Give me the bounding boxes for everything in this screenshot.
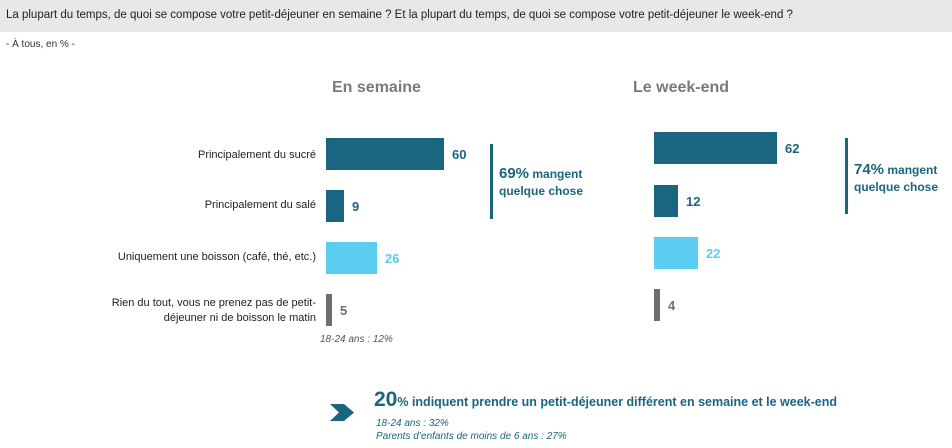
- weekend-eat-annotation: 74% mangent quelque chose: [854, 161, 938, 196]
- footer-note-parents: Parents d’enfants de moins de 6 ans : 27…: [376, 431, 567, 442]
- category-label-sweet: Principalement du sucré: [197, 149, 316, 161]
- footer-note-age: 18-24 ans : 32%: [376, 418, 449, 429]
- weekday-eat-annotation: 69% mangent quelque chose: [499, 165, 583, 200]
- footer-text: % indiquent prendre un petit-déjeuner di…: [397, 395, 838, 409]
- weekend-value-savory: 12: [686, 194, 701, 209]
- weekend-value-nothing: 4: [668, 298, 676, 313]
- category-label-savory: Principalement du salé: [204, 199, 316, 211]
- weekend-title: Le week-end: [633, 79, 730, 96]
- footer-statement: 20% indiquent prendre un petit-déjeuner …: [374, 388, 837, 412]
- weekday-bar-savory: [326, 190, 344, 222]
- weekday-eat-line1: mangent: [529, 167, 583, 181]
- category-label-drink-only: Uniquement une boisson (café, thé, etc.): [117, 251, 316, 263]
- weekend-eat-percent: 74%: [854, 161, 885, 178]
- weekday-eat-brace: [490, 144, 493, 219]
- weekend-eat-brace: [845, 138, 848, 214]
- question-banner: La plupart du temps, de quoi se compose …: [0, 0, 952, 32]
- weekday-value-savory: 9: [352, 199, 360, 214]
- chevron-right-icon: [330, 404, 354, 421]
- weekday-bar-nothing: [326, 294, 332, 326]
- age-note: 18-24 ans : 12%: [320, 334, 393, 345]
- category-label-nothing: Rien du tout, vous ne prenez pas de peti…: [111, 297, 316, 324]
- weekday-value-drink-only: 26: [385, 251, 400, 266]
- weekday-eat-line2: quelque chose: [499, 184, 584, 198]
- weekday-bar-sweet: [326, 138, 444, 170]
- weekday-value-sweet: 60: [452, 147, 467, 162]
- weekend-value-sweet: 62: [785, 141, 800, 156]
- weekend-bar-drink-only: [654, 237, 698, 269]
- base-subtitle: - À tous, en % -: [6, 39, 75, 50]
- weekend-bar-sweet: [654, 132, 777, 164]
- weekend-bar-nothing: [654, 289, 660, 321]
- weekday-bar-drink-only: [326, 242, 377, 274]
- weekday-title: En semaine: [332, 79, 421, 96]
- weekend-bar-savory: [654, 185, 678, 217]
- weekend-eat-line1: mangent: [884, 163, 938, 177]
- footer-percent: 20: [374, 388, 398, 411]
- weekend-value-drink-only: 22: [706, 246, 721, 261]
- weekend-eat-line2: quelque chose: [854, 180, 939, 194]
- weekday-value-nothing: 5: [340, 303, 348, 318]
- weekday-eat-percent: 69%: [499, 165, 530, 182]
- question-text: La plupart du temps, de quoi se compose …: [6, 9, 793, 21]
